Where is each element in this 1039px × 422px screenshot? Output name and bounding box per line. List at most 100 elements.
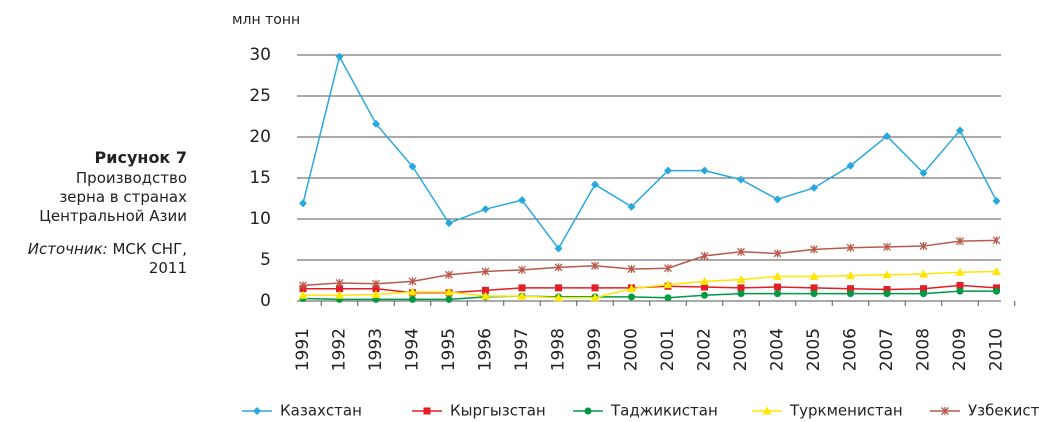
y-tick-label: 15: [249, 168, 271, 188]
marker: [408, 277, 417, 286]
x-tick-label: 2005: [804, 328, 824, 371]
legend-label: Казахстан: [280, 402, 362, 420]
x-tick-label: 2010: [987, 328, 1007, 371]
marker: [810, 245, 818, 254]
marker: [762, 406, 772, 415]
y-tick-label: 5: [260, 250, 271, 270]
source-label: Источник:: [27, 240, 108, 258]
marker: [992, 236, 1001, 245]
marker: [846, 271, 855, 280]
x-tick-label: 1996: [476, 328, 496, 371]
marker: [408, 287, 417, 296]
marker: [810, 183, 818, 192]
x-tick-label: 2009: [950, 328, 970, 371]
marker: [664, 294, 672, 302]
marker: [408, 162, 417, 171]
marker: [956, 281, 964, 289]
marker: [627, 284, 636, 293]
legend: Казахстан Кыргызстан Таджикистан Туркменист…: [242, 402, 1039, 420]
marker: [809, 271, 819, 280]
marker: [554, 263, 563, 272]
marker: [700, 251, 709, 260]
x-tick-label: 1999: [585, 328, 605, 371]
source-year: 2011: [148, 259, 187, 277]
series-line: [302, 290, 997, 301]
marker: [664, 264, 672, 273]
marker: [335, 52, 344, 61]
marker: [445, 295, 453, 303]
marker: [482, 286, 489, 294]
marker: [371, 289, 381, 298]
marker: [956, 126, 964, 135]
marker: [335, 278, 344, 287]
x-tick-label: 1998: [549, 328, 569, 371]
marker: [627, 265, 636, 274]
y-axis-label: млн тонн: [232, 12, 300, 28]
marker: [445, 270, 453, 279]
y-tick-label: 30: [249, 45, 271, 65]
marker: [773, 249, 782, 258]
marker: [584, 407, 592, 415]
marker: [372, 285, 380, 293]
x-tick-label: 2000: [622, 328, 642, 371]
source-text: МСК СНГ,: [112, 240, 187, 258]
x-tick-label: 1993: [366, 328, 386, 371]
marker: [956, 237, 964, 246]
marker: [883, 132, 891, 141]
marker: [955, 267, 965, 276]
marker: [810, 290, 818, 298]
x-tick-label: 1994: [403, 328, 423, 371]
marker: [445, 219, 453, 228]
marker: [883, 242, 891, 251]
series-line: [302, 54, 998, 250]
marker: [590, 293, 600, 302]
x-tick-label: 2002: [695, 328, 715, 371]
marker: [628, 293, 635, 301]
marker: [591, 284, 599, 292]
y-tick-label: 0: [260, 291, 271, 311]
marker: [372, 279, 380, 288]
x-tick-label: 2006: [841, 328, 861, 371]
series-line: [302, 239, 997, 287]
marker: [919, 242, 928, 251]
x-tick-label: 2003: [731, 328, 751, 371]
marker: [481, 205, 490, 214]
marker: [773, 271, 782, 280]
caption: Рисунок 7 Производство зерна в странах Ц…: [28, 148, 187, 278]
marker: [846, 243, 855, 252]
marker: [882, 270, 892, 279]
caption-line: Производство: [75, 169, 187, 187]
legend-label: Таджикистан: [610, 402, 718, 420]
marker: [700, 166, 709, 175]
marker: [517, 291, 527, 300]
series-line: [303, 270, 997, 299]
marker: [919, 269, 928, 278]
marker: [737, 284, 745, 292]
x-tick-label: 1995: [439, 328, 459, 371]
marker: [409, 295, 416, 303]
marker: [774, 283, 781, 291]
legend-label: Кыргызстан: [450, 402, 546, 420]
marker: [253, 407, 261, 415]
marker: [737, 290, 745, 298]
marker: [701, 291, 708, 299]
y-tick-label: 25: [249, 86, 271, 106]
marker: [847, 290, 854, 298]
marker: [774, 290, 781, 298]
marker: [883, 286, 891, 294]
marker: [883, 290, 891, 298]
marker: [992, 196, 1001, 205]
marker: [444, 287, 454, 296]
marker: [372, 119, 380, 128]
x-tick-label: 2007: [877, 328, 897, 371]
marker: [336, 285, 343, 293]
marker: [919, 169, 928, 178]
y-tick-label: 20: [249, 127, 271, 147]
marker: [773, 195, 782, 204]
marker: [700, 276, 709, 285]
marker: [736, 275, 746, 284]
x-tick-label: 1991: [293, 328, 313, 371]
marker: [423, 407, 431, 415]
x-tick-label: 1997: [512, 328, 532, 371]
